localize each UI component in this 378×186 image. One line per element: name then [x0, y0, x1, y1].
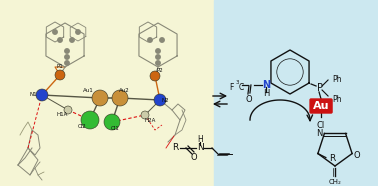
Circle shape — [55, 70, 65, 80]
Text: Cl1: Cl1 — [111, 126, 119, 131]
Text: C: C — [239, 83, 244, 92]
Circle shape — [64, 106, 72, 114]
Circle shape — [141, 111, 149, 119]
Text: N2: N2 — [161, 97, 169, 102]
Point — [147, 39, 153, 41]
Bar — [0, 0, 214, 186]
Text: Ph: Ph — [332, 76, 342, 84]
Text: Au: Au — [313, 101, 329, 111]
Text: P2: P2 — [156, 68, 163, 73]
Text: P1: P1 — [57, 65, 64, 70]
Point — [64, 55, 70, 58]
Circle shape — [81, 111, 99, 129]
Circle shape — [36, 89, 48, 101]
Circle shape — [112, 90, 128, 106]
Point — [155, 49, 161, 52]
Point — [75, 31, 81, 33]
Text: N: N — [197, 144, 203, 153]
Text: Ph: Ph — [332, 94, 342, 103]
Text: H: H — [263, 89, 269, 99]
Text: O: O — [246, 94, 252, 103]
Point — [69, 39, 75, 41]
Point — [155, 62, 161, 65]
Text: F: F — [229, 83, 234, 92]
Point — [155, 55, 161, 58]
Text: Cl2: Cl2 — [77, 124, 87, 129]
Circle shape — [104, 114, 120, 130]
Text: Au1: Au1 — [83, 89, 93, 94]
Text: R: R — [329, 154, 335, 163]
Point — [52, 31, 58, 33]
Point — [64, 62, 70, 65]
Circle shape — [150, 71, 160, 81]
Point — [57, 39, 63, 41]
Text: N: N — [316, 129, 322, 138]
Text: 3: 3 — [235, 81, 239, 86]
Point — [159, 39, 165, 41]
Text: H2A: H2A — [144, 118, 156, 123]
Text: H: H — [197, 135, 203, 145]
Text: N: N — [262, 80, 270, 90]
Text: CH₂: CH₂ — [328, 179, 341, 185]
Text: O: O — [354, 151, 361, 160]
Point — [64, 49, 70, 52]
Circle shape — [154, 94, 166, 106]
Bar — [214, 0, 378, 186]
Circle shape — [92, 90, 108, 106]
Text: P: P — [317, 83, 323, 93]
Text: O: O — [191, 153, 197, 163]
Text: N1: N1 — [29, 92, 37, 97]
FancyBboxPatch shape — [310, 99, 332, 113]
Text: H1A: H1A — [56, 113, 68, 118]
Text: Au2: Au2 — [119, 89, 129, 94]
Text: R: R — [172, 144, 178, 153]
Text: Cl: Cl — [317, 121, 325, 131]
